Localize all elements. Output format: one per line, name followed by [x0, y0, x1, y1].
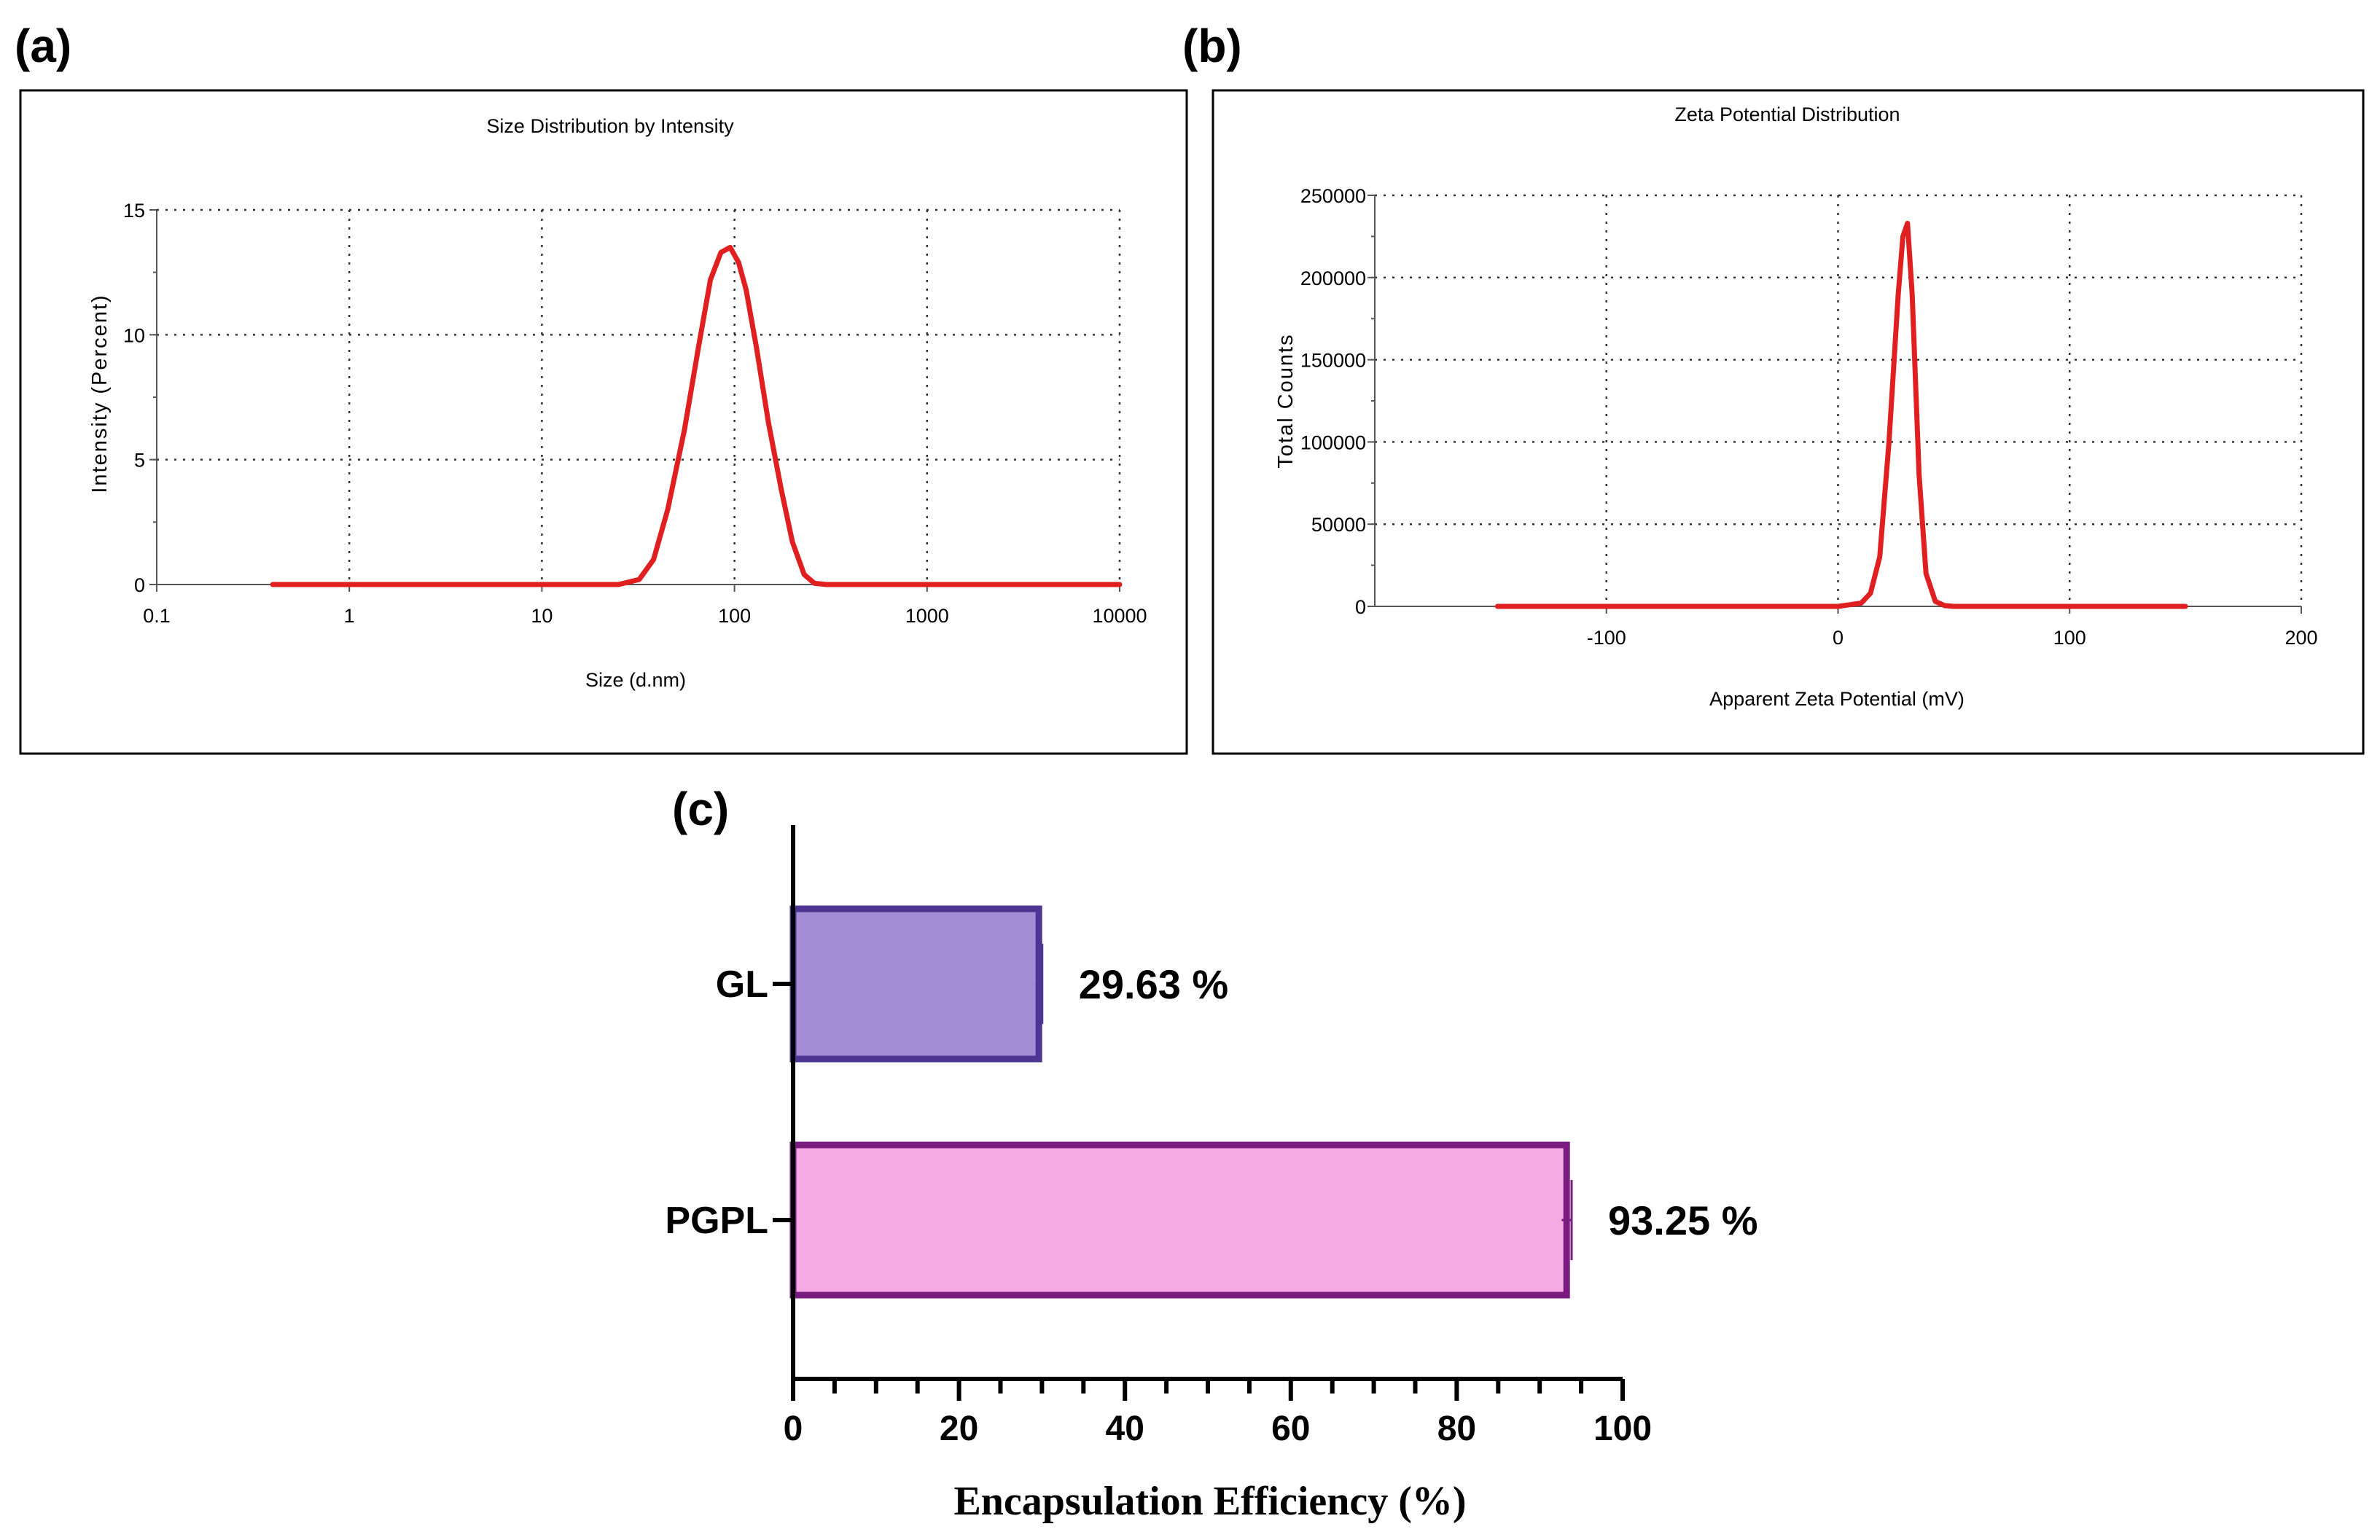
chart-b-ytick-label: 200000 — [1300, 267, 1366, 289]
chart-a-ytick-label: 15 — [123, 200, 145, 222]
chart-b-title: Zeta Potential Distribution — [1674, 103, 1900, 125]
panel-b-frame — [1212, 89, 2365, 755]
chart-a-ytick-label: 0 — [134, 574, 145, 596]
bar-value-label: 29.63 % — [1079, 961, 1229, 1007]
chart-a-ytick-label: 5 — [134, 450, 145, 472]
chart-a-ytick-label: 10 — [123, 324, 145, 346]
chart-a-xtick-label: 0.1 — [143, 605, 171, 627]
chart-b-xtick-label: 100 — [2053, 627, 2086, 649]
chart-b-xtick-label: -100 — [1587, 627, 1626, 649]
chart-a-xtick-label: 10 — [531, 605, 553, 627]
panel-label-b: (b) — [1182, 20, 1242, 72]
chart-c-xtick-label: 20 — [940, 1410, 978, 1448]
bar-gl — [789, 905, 1042, 1063]
chart-c-xtick-label: 60 — [1271, 1410, 1310, 1448]
chart-a-title: Size Distribution by Intensity — [486, 115, 734, 137]
chart-b-ytick-label: 100000 — [1300, 431, 1366, 453]
chart-c-xtick-label: 80 — [1437, 1410, 1476, 1448]
chart-a-xtick-label: 100 — [718, 605, 751, 627]
chart-c-xtick-label: 40 — [1106, 1410, 1144, 1448]
chart-b-xlabel: Apparent Zeta Potential (mV) — [1709, 688, 1965, 710]
panel-label-c: (c) — [672, 783, 729, 835]
panel-label-a: (a) — [15, 20, 71, 72]
chart-b-ytick-label: 0 — [1355, 596, 1366, 618]
chart-b-series-line — [1494, 220, 2188, 609]
chart-c-xlabel: Encapsulation Efficiency (%) — [953, 1479, 1466, 1524]
bar-pgpl — [789, 1141, 1570, 1299]
bar-value-label: 93.25 % — [1608, 1197, 1758, 1243]
panel-c-encapsulation-efficiency: 29.63 % 93.25 % GL PGPL 0 20 40 60 80 100 Encaps… — [665, 825, 1758, 1524]
chart-a-ylabel: Intensity (Percent) — [88, 294, 112, 493]
chart-a-xtick-label: 1000 — [905, 605, 949, 627]
panel-a-size-distribution: Size Distribution by Intensity 0 5 10 15 0.1… — [19, 89, 1188, 755]
chart-b-ytick-label: 250000 — [1300, 185, 1366, 207]
chart-a-series-line — [270, 244, 1123, 587]
chart-b-xtick-label: 200 — [2285, 627, 2317, 649]
panel-b-zeta-potential: Zeta Potential Distribution 0 50000 100000… — [1212, 89, 2365, 755]
chart-b-ytick-label: 50000 — [1311, 514, 1366, 536]
chart-c-xtick-label: 100 — [1593, 1410, 1652, 1448]
category-label: PGPL — [665, 1200, 768, 1242]
chart-a-xlabel: Size (d.nm) — [585, 669, 686, 691]
chart-a-xtick-label: 1 — [344, 605, 355, 627]
panel-a-frame — [19, 89, 1188, 755]
chart-b-xtick-label: 0 — [1833, 627, 1843, 649]
chart-c-xtick-label: 0 — [784, 1410, 803, 1448]
category-label: GL — [716, 964, 768, 1006]
chart-b-ylabel: Total Counts — [1274, 333, 1298, 468]
chart-b-ytick-label: 150000 — [1300, 350, 1366, 372]
chart-a-xtick-label: 10000 — [1092, 605, 1147, 627]
